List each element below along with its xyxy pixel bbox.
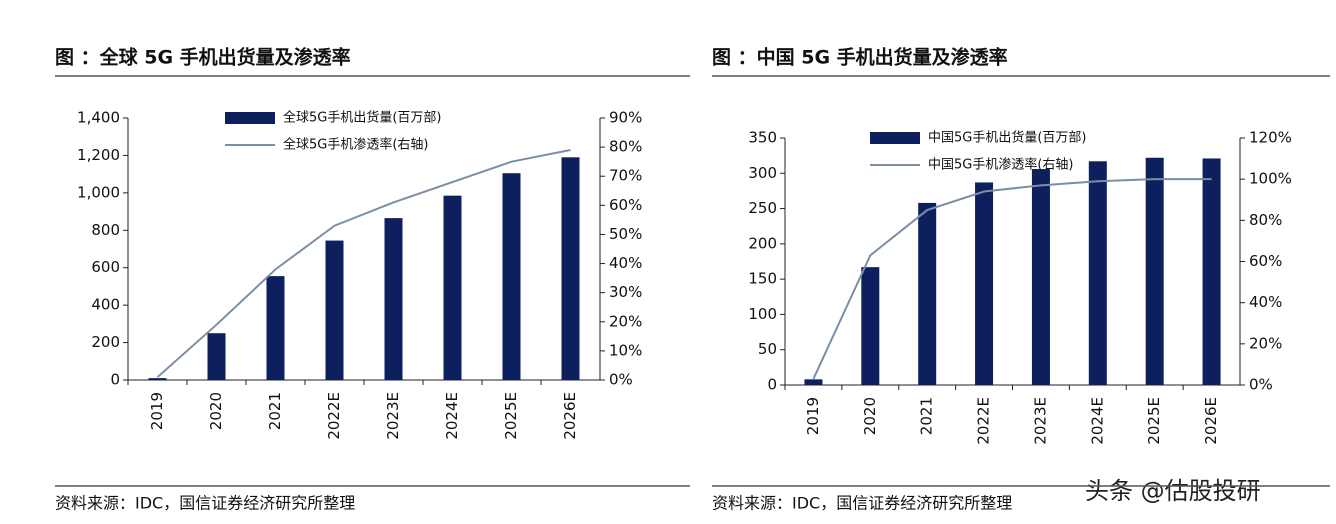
bar (1088, 161, 1107, 385)
y-tick-label: 0 (110, 371, 120, 389)
legend-label: 中国5G手机渗透率(右轴) (928, 157, 1074, 173)
y-tick-label: 800 (91, 221, 120, 239)
y2-tick-label: 100% (1249, 170, 1292, 188)
y-tick-label: 1,200 (77, 146, 120, 164)
bar (266, 276, 285, 380)
x-tick-label: 2023E (384, 392, 402, 440)
y2-tick-label: 80% (609, 138, 642, 156)
x-tick-label: 2024E (443, 392, 461, 440)
bar (975, 182, 994, 385)
y-tick-label: 100 (748, 305, 777, 323)
legend-label: 全球5G手机出货量(百万部) (283, 110, 442, 126)
bar (1202, 158, 1221, 385)
y2-tick-label: 40% (609, 254, 642, 272)
bar (325, 240, 344, 380)
legend-swatch (225, 112, 275, 124)
y-tick-label: 600 (91, 258, 120, 276)
x-tick-label: 2019 (148, 392, 166, 430)
source: 资料来源：IDC，国信证券经济研究所整理 (712, 494, 1012, 513)
y-tick-label: 1,400 (77, 109, 120, 127)
x-tick-label: 2019 (804, 397, 822, 435)
bar (804, 379, 823, 385)
bar (207, 333, 226, 380)
bar (384, 218, 403, 380)
x-tick-label: 2023E (1031, 397, 1049, 445)
y2-tick-label: 60% (1249, 252, 1282, 270)
line (812, 178, 1212, 380)
y-tick-label: 0 (767, 376, 777, 394)
y2-tick-label: 0% (609, 371, 633, 389)
y2-tick-label: 90% (609, 109, 642, 127)
x-tick-label: 2020 (207, 392, 225, 430)
y2-tick-label: 60% (609, 196, 642, 214)
x-tick-label: 2021 (266, 392, 284, 430)
bar (1145, 157, 1164, 385)
y-tick-label: 1,000 (77, 183, 120, 201)
bar (502, 173, 521, 380)
legend-swatch (870, 132, 920, 144)
x-tick-label: 2025E (1145, 397, 1163, 445)
x-tick-label: 2026E (1202, 397, 1220, 445)
bar (1031, 169, 1050, 385)
y2-tick-label: 80% (1249, 211, 1282, 229)
x-tick-label: 2025E (502, 392, 520, 440)
y2-tick-label: 70% (609, 167, 642, 185)
y-tick-label: 250 (748, 199, 777, 217)
legend-label: 全球5G手机渗透率(右轴) (283, 137, 429, 153)
y-tick-label: 150 (748, 270, 777, 288)
x-tick-label: 2022E (325, 392, 343, 440)
y2-tick-label: 20% (609, 312, 642, 330)
y-tick-label: 400 (91, 296, 120, 314)
x-tick-label: 2022E (975, 397, 993, 445)
x-tick-label: 2026E (561, 392, 579, 440)
y2-tick-label: 30% (609, 283, 642, 301)
watermark: 头条 @估股投研 (1085, 477, 1261, 505)
y2-tick-label: 120% (1249, 129, 1292, 147)
legend-label: 中国5G手机出货量(百万部) (928, 130, 1087, 146)
bar (918, 202, 937, 385)
bar (861, 267, 880, 385)
chart-title: 图 ：全球 5G 手机出货量及渗透率 (55, 46, 351, 69)
y-tick-label: 200 (748, 234, 777, 252)
line (156, 149, 571, 378)
y2-tick-label: 0% (1249, 376, 1273, 394)
source: 资料来源：IDC，国信证券经济研究所整理 (55, 494, 355, 513)
bar (561, 157, 580, 380)
y-tick-label: 50 (758, 340, 777, 358)
bar (148, 378, 167, 380)
y2-tick-label: 50% (609, 225, 642, 243)
y-tick-label: 300 (748, 164, 777, 182)
bar (443, 195, 462, 380)
y2-tick-label: 10% (609, 341, 642, 359)
y-tick-label: 200 (91, 333, 120, 351)
y-tick-label: 350 (748, 129, 777, 147)
y2-tick-label: 40% (1249, 293, 1282, 311)
x-tick-label: 2020 (861, 397, 879, 435)
x-tick-label: 2021 (918, 397, 936, 435)
x-tick-label: 2024E (1088, 397, 1106, 445)
chart-title: 图 ：中国 5G 手机出货量及渗透率 (712, 46, 1008, 69)
y2-tick-label: 20% (1249, 334, 1282, 352)
